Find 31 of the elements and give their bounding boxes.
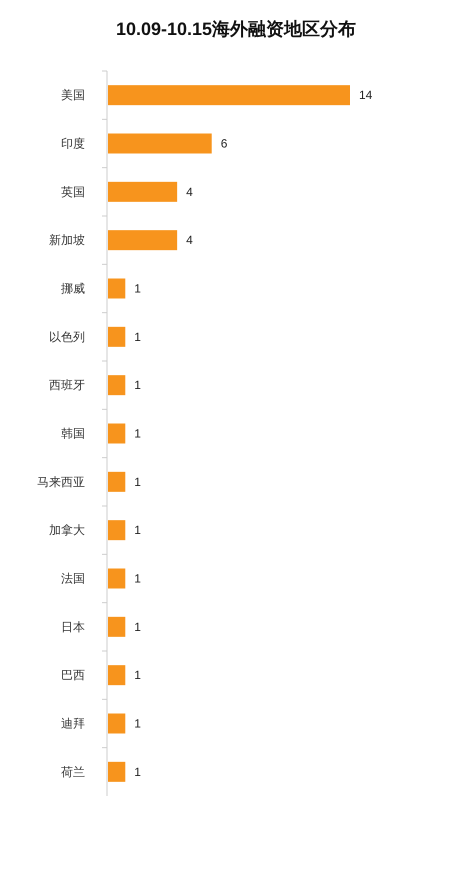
category-label: 荷兰 [61,764,85,779]
data-label: 1 [134,378,141,392]
category-label: 印度 [61,136,85,150]
data-label: 1 [134,282,141,296]
category-label: 西班牙 [49,378,85,392]
data-label: 1 [134,764,141,779]
data-label: 14 [359,88,372,102]
category-label: 英国 [61,184,85,199]
category-label: 以色列 [49,330,85,344]
category-label: 挪威 [61,282,85,296]
data-label: 1 [134,668,141,682]
data-label: 1 [134,330,141,344]
category-label: 巴西 [61,668,85,682]
category-label: 法国 [61,572,85,586]
data-label: 1 [134,716,141,730]
data-label: 1 [134,426,141,440]
data-label: 4 [186,184,193,199]
category-label: 马来西亚 [37,474,85,489]
data-label: 6 [220,136,228,150]
data-label: 1 [134,572,141,586]
data-label: 1 [134,620,141,634]
category-label: 韩国 [61,426,85,440]
title: 10.09-10.15海外融资地区分布 [116,19,356,39]
category-label: 日本 [61,620,85,634]
data-label: 4 [186,233,193,248]
category-label: 加拿大 [49,523,85,538]
category-label: 新加坡 [49,233,85,248]
category-label: 美国 [61,88,85,102]
data-label: 1 [134,474,141,489]
data-label: 1 [134,523,141,538]
category-label: 迪拜 [61,716,85,730]
